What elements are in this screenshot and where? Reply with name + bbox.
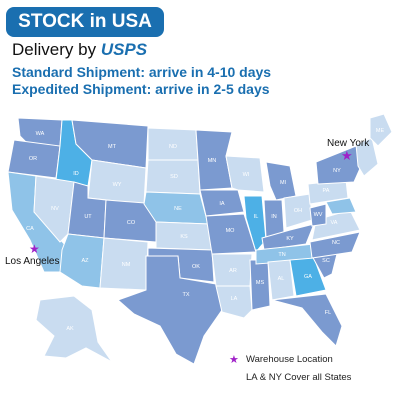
state-label: NM (122, 262, 131, 268)
state-label: MN (208, 158, 217, 164)
state-fl (271, 293, 343, 347)
state-wv (309, 203, 327, 227)
state-label: TX (182, 292, 189, 298)
state-label: WV (314, 212, 323, 218)
state-label: CA (26, 226, 34, 232)
state-label: NE (174, 206, 182, 212)
state-label: OR (29, 156, 37, 162)
delivery-prefix: Delivery by (12, 40, 101, 59)
state-label: WA (36, 131, 45, 137)
standard-shipment: Standard Shipment: arrive in 4-10 days (12, 64, 272, 80)
state-new-england (355, 137, 379, 177)
carrier-name: USPS (100, 40, 148, 59)
delivery-line: Delivery by USPS (12, 40, 147, 60)
state-label: MS (256, 280, 265, 286)
state-label: NV (51, 206, 59, 212)
state-label: OK (192, 264, 200, 270)
state-md-de-nj (325, 197, 357, 215)
state-label: SC (322, 258, 330, 264)
state-wi (225, 155, 265, 193)
state-label: AR (229, 268, 237, 274)
state-label: UT (84, 214, 92, 220)
usa-map: WA OR CA ID NV MT WY UT AZ CO NM ND SD N… (7, 113, 393, 365)
state-la (215, 285, 253, 319)
state-label: OH (294, 208, 302, 214)
state-label: CO (127, 220, 136, 226)
state-il (243, 195, 267, 254)
state-label: MT (108, 144, 117, 150)
state-label: IL (254, 214, 259, 220)
state-label: AK (66, 326, 74, 332)
expedited-shipment: Expedited Shipment: arrive in 2-5 days (12, 81, 270, 97)
state-label: WI (243, 172, 250, 178)
legend-warehouse: Warehouse Location (246, 354, 333, 365)
state-label: ND (169, 144, 177, 150)
state-nc (309, 231, 361, 259)
state-label: WY (113, 182, 122, 188)
state-ga (289, 257, 327, 297)
stock-badge: STOCK in USA (6, 7, 164, 37)
state-me (369, 113, 393, 147)
state-label: MO (226, 228, 236, 234)
state-label: LA (231, 296, 238, 302)
state-ky (261, 223, 315, 251)
state-ny (315, 145, 363, 185)
state-label: VA (331, 220, 338, 226)
state-label: GA (304, 274, 312, 280)
state-ia (199, 189, 245, 217)
state-label: MI (280, 180, 287, 186)
state-nv (33, 175, 75, 243)
state-ak (35, 295, 113, 363)
state-label: ID (73, 171, 79, 177)
warehouse-star-ny: ★ (341, 149, 353, 164)
legend-note: LA & NY Cover all States (246, 372, 352, 383)
state-label: PA (323, 188, 330, 194)
state-labels: WA OR CA ID NV MT WY UT AZ CO NM ND SD N… (26, 128, 384, 332)
state-tx (117, 255, 223, 365)
city-label-los-angeles: Los Angeles (5, 256, 60, 267)
state-label: KY (286, 236, 294, 242)
state-label: KS (180, 234, 188, 240)
state-label: ME (376, 128, 385, 134)
city-label-new-york: New York (327, 138, 370, 149)
state-label: SD (170, 174, 178, 180)
state-label: FL (325, 310, 331, 316)
warehouse-star-la: ★ (29, 242, 40, 256)
legend-star-icon: ★ (229, 354, 239, 366)
state-al (267, 259, 295, 301)
state-label: IA (219, 201, 225, 207)
state-label: TN (278, 252, 285, 258)
state-label: NC (332, 240, 340, 246)
state-label: AZ (81, 258, 89, 264)
state-label: IN (271, 214, 277, 220)
state-label: AL (278, 276, 285, 282)
state-label: NY (333, 168, 341, 174)
